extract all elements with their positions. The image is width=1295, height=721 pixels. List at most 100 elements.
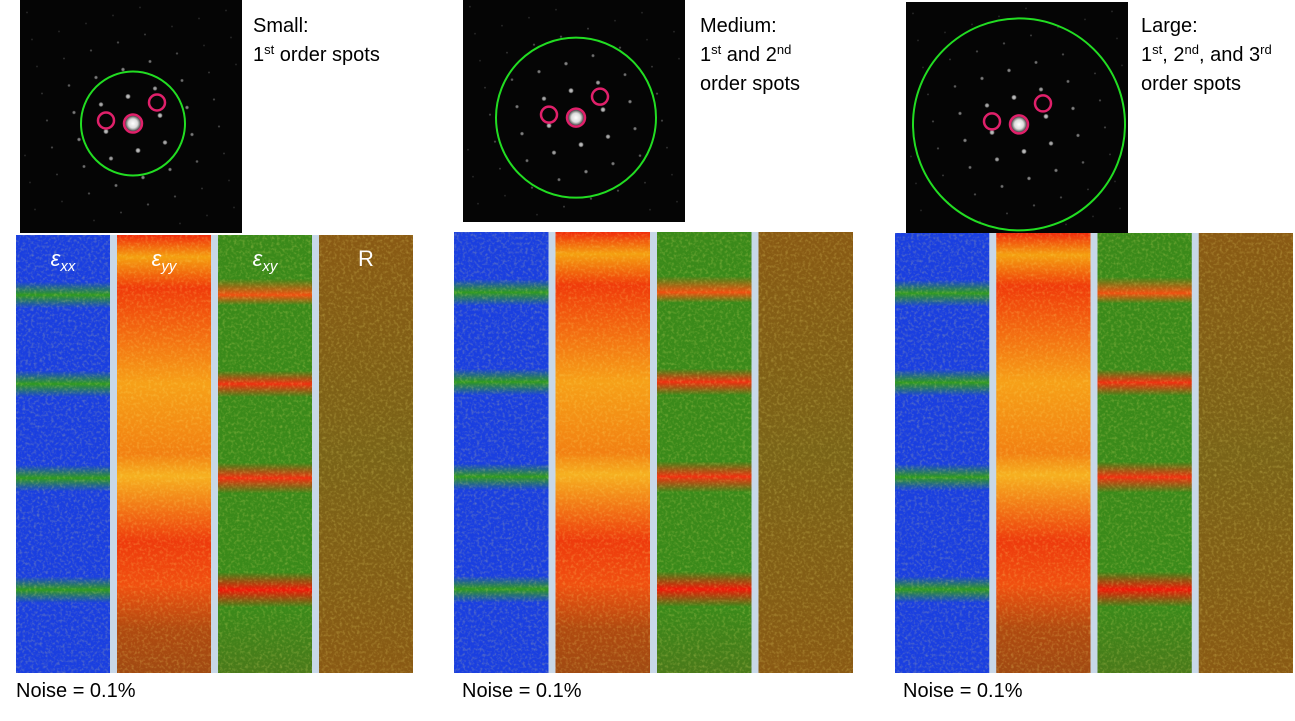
diffraction-spot <box>493 140 497 144</box>
diffraction-spot <box>1108 153 1112 156</box>
diffraction-spot <box>943 31 947 34</box>
diffraction-spot <box>605 134 611 140</box>
noise-label: Noise = 0.1% <box>462 680 582 702</box>
diffraction-spot <box>98 101 104 108</box>
diffraction-spot <box>138 6 142 9</box>
strain-noise <box>319 235 413 673</box>
diffraction-spot <box>234 63 238 66</box>
label-segment: nd <box>1185 42 1199 57</box>
label-segment: nd <box>777 42 791 57</box>
diffraction-spot <box>468 5 472 8</box>
noise-label: Noise = 0.1% <box>16 680 136 702</box>
panel: Medium: 1st and 2nd order spots Noise = 0.1… <box>454 0 853 702</box>
diffraction-spot <box>478 59 482 62</box>
noise-label: Noise = 0.1% <box>903 680 1023 702</box>
diffraction-spot <box>1098 99 1102 102</box>
strain-noise <box>895 233 990 673</box>
diffraction-spot <box>33 208 37 211</box>
label-line: order spots <box>1141 73 1241 95</box>
aperture-ring <box>912 17 1126 232</box>
label-segment: st <box>264 42 275 57</box>
diffraction-spot <box>1066 79 1070 84</box>
diffraction-spot <box>471 175 475 178</box>
panel: Large: 1st, 2nd, and 3rd order spots Noise … <box>895 2 1293 702</box>
diffraction-spot <box>227 179 231 182</box>
diffraction-spot <box>1002 41 1006 45</box>
diffraction-spot <box>108 156 114 161</box>
diffraction-spot <box>184 105 190 110</box>
diffraction-spot <box>1110 10 1114 13</box>
diffraction-spot <box>82 164 86 169</box>
diffraction-spot <box>633 126 637 131</box>
diffraction-spot <box>979 76 985 81</box>
label-segment: , and 3 <box>1199 44 1260 66</box>
diffraction-spot <box>84 22 88 25</box>
diffraction-spot <box>650 65 654 68</box>
diffraction-spot <box>525 158 529 163</box>
diffraction-spot <box>1034 60 1038 65</box>
label-line: 1st order spots <box>253 42 380 66</box>
diffraction-spot <box>197 17 201 20</box>
strip-label-main: ε <box>253 246 263 271</box>
diffraction-spot <box>76 137 82 142</box>
selected-spot <box>1008 114 1030 135</box>
aperture-ring <box>80 70 186 177</box>
diffraction-spot <box>1115 37 1119 40</box>
diffraction-spot <box>1032 203 1036 207</box>
diffraction-spot <box>1000 184 1004 189</box>
label-segment: 1 <box>700 44 711 66</box>
label-segment: 1 <box>253 44 264 66</box>
diffraction-spot <box>532 43 536 47</box>
diffraction-spot <box>30 38 34 41</box>
diffraction-spot <box>111 14 115 17</box>
diffraction-spot <box>563 61 569 66</box>
strip-label-main: ε <box>51 246 61 271</box>
strain-noise <box>657 232 752 673</box>
strain-noise <box>996 233 1091 673</box>
label-segment: st <box>1152 42 1163 57</box>
diffraction-spot <box>483 86 487 89</box>
diffraction-spot <box>1043 113 1049 120</box>
diffraction-spot <box>618 46 622 50</box>
aperture-ring <box>495 36 657 199</box>
selected-spot <box>122 113 144 134</box>
diffraction-spot <box>1005 212 1009 215</box>
diffraction-spot <box>936 147 940 150</box>
diffraction-spot <box>152 86 158 91</box>
diffraction-spot <box>640 11 644 14</box>
diffraction-spot <box>1103 126 1107 129</box>
diffraction-spot <box>921 66 925 69</box>
diffraction-spot <box>217 125 221 128</box>
diffraction-spot <box>554 8 558 11</box>
strain-noise <box>16 235 110 673</box>
diffraction-spot <box>919 209 923 212</box>
diffraction-spot <box>195 159 199 164</box>
diffraction-spot <box>994 156 1000 162</box>
diffraction-spot <box>1021 148 1027 155</box>
diffraction-spot <box>1038 86 1044 92</box>
diffraction-spot <box>40 92 44 95</box>
diffraction-spot <box>92 219 96 222</box>
diffraction-spot <box>222 152 226 155</box>
strain-noise <box>1198 233 1293 673</box>
diffraction-spot <box>143 33 147 36</box>
diffraction-spot <box>638 154 642 158</box>
diffraction-spot <box>57 30 61 33</box>
diffraction-spot <box>613 19 617 22</box>
diffraction-spot <box>229 36 233 39</box>
diffraction-spot <box>941 174 945 177</box>
diffraction-spot <box>503 194 507 197</box>
diffraction-spot <box>1010 115 1028 134</box>
diffraction-spot <box>89 49 93 52</box>
diffraction-spot <box>665 146 669 149</box>
diffraction-spot <box>1026 176 1032 181</box>
label-line: 1st and 2nd <box>700 42 791 66</box>
strain-noise <box>117 235 211 673</box>
diffraction-spot <box>591 53 595 58</box>
diffraction-spot <box>655 92 659 96</box>
diffraction-spot <box>500 24 504 27</box>
diffraction-spot <box>515 104 519 109</box>
selected-spot <box>147 93 167 112</box>
strip-label-sub: xx <box>59 258 76 275</box>
